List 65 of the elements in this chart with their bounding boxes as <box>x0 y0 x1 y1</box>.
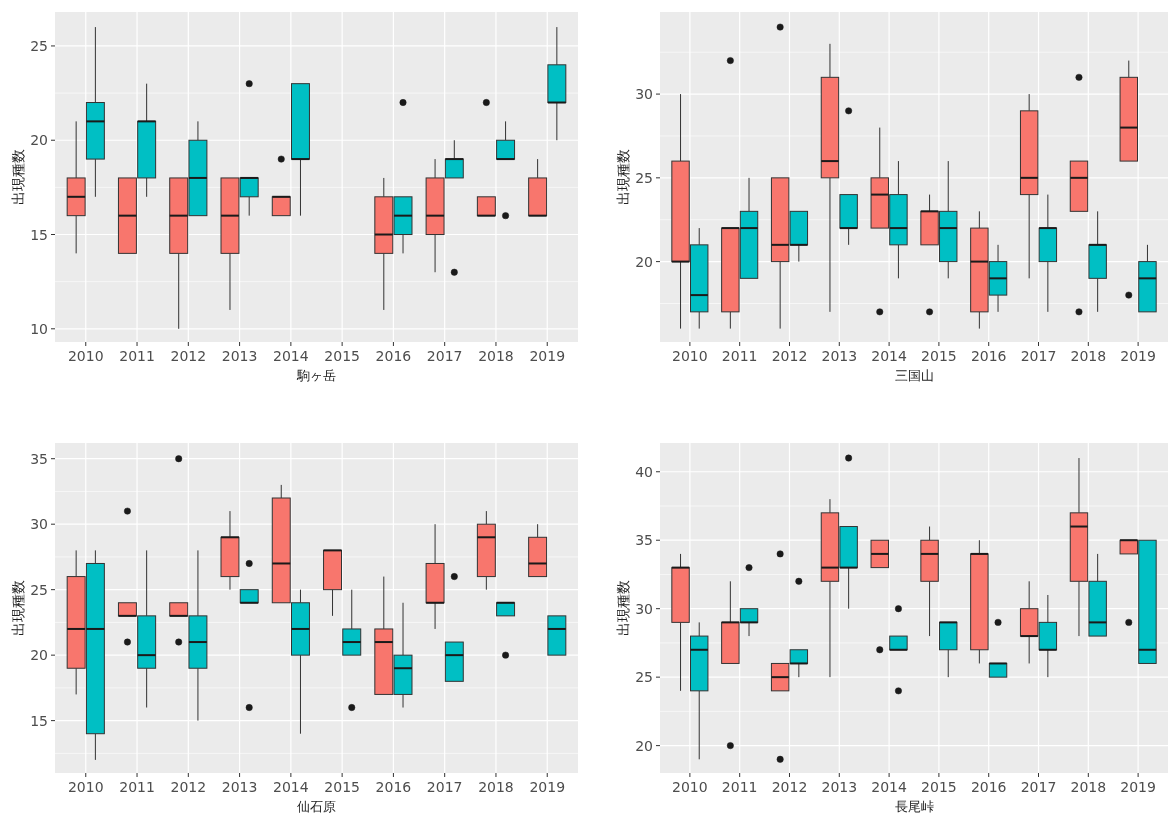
x-tick-label: 2014 <box>273 779 309 795</box>
x-axis-title: 仙石原 <box>297 799 336 814</box>
x-tick-label: 2014 <box>871 779 907 795</box>
x-tick-label: 2018 <box>1070 348 1107 364</box>
x-tick-label: 2016 <box>970 348 1007 364</box>
x-tick-label: 2017 <box>426 348 463 364</box>
x-tick-label: 2010 <box>67 348 104 364</box>
x-tick-label: 2011 <box>721 348 758 364</box>
y-tick-label: 20 <box>635 253 653 270</box>
y-tick-label: 35 <box>30 450 48 467</box>
y-axis-title: 出現種数 <box>615 149 631 205</box>
x-tick-label: 2011 <box>119 779 155 795</box>
x-tick-label: 2017 <box>1020 348 1057 364</box>
y-tick-label: 25 <box>635 169 653 186</box>
y-tick-label: 40 <box>635 463 653 480</box>
x-tick-label: 2018 <box>478 348 514 364</box>
y-axis-title: 出現種数 <box>10 149 26 205</box>
x-tick-label: 2016 <box>375 779 412 795</box>
y-tick-label: 30 <box>635 600 653 617</box>
x-tick-label: 2012 <box>771 348 808 364</box>
y-tick-label: 20 <box>30 647 48 664</box>
x-tick-label: 2019 <box>1120 779 1156 795</box>
x-tick-label: 2011 <box>119 348 155 364</box>
y-tick-label: 15 <box>30 712 48 729</box>
x-tick-label: 2013 <box>221 779 258 795</box>
x-tick-label: 2012 <box>170 779 207 795</box>
x-tick-label: 2019 <box>529 348 566 364</box>
y-tick-label: 15 <box>30 226 48 243</box>
y-tick-label: 35 <box>635 532 653 549</box>
x-tick-label: 2019 <box>529 779 566 795</box>
x-tick-label: 2010 <box>672 779 708 795</box>
x-tick-label: 2019 <box>1120 348 1156 364</box>
x-tick-label: 2014 <box>273 348 309 364</box>
x-axis-title: 長尾峠 <box>894 799 934 814</box>
x-tick-label: 2013 <box>821 348 858 364</box>
x-axis-title: 駒ヶ岳 <box>296 368 336 383</box>
x-tick-label: 2015 <box>921 348 957 364</box>
y-tick-label: 30 <box>30 516 48 533</box>
x-tick-label: 2013 <box>221 348 258 364</box>
x-tick-label: 2010 <box>672 348 708 364</box>
x-tick-label: 2015 <box>324 348 360 364</box>
x-tick-label: 2015 <box>921 779 957 795</box>
x-tick-label: 2017 <box>1020 779 1057 795</box>
x-tick-label: 2018 <box>1070 779 1107 795</box>
x-tick-label: 2012 <box>771 779 808 795</box>
y-tick-label: 30 <box>635 86 653 103</box>
y-tick-label: 20 <box>635 737 653 754</box>
y-axis-title: 出現種数 <box>10 580 26 636</box>
x-tick-label: 2015 <box>324 779 360 795</box>
y-axis-title: 出現種数 <box>615 580 631 636</box>
x-tick-label: 2014 <box>871 348 907 364</box>
y-tick-label: 25 <box>635 669 653 686</box>
x-tick-label: 2016 <box>970 779 1007 795</box>
y-tick-label: 25 <box>30 581 48 598</box>
x-tick-label: 2011 <box>721 779 758 795</box>
y-tick-label: 10 <box>30 320 48 337</box>
x-tick-label: 2012 <box>170 348 207 364</box>
y-tick-label: 25 <box>30 37 48 54</box>
x-axis-title: 三国山 <box>894 368 934 383</box>
y-tick-label: 20 <box>30 132 48 149</box>
x-tick-label: 2017 <box>426 779 463 795</box>
x-tick-label: 2016 <box>375 348 412 364</box>
x-tick-label: 2018 <box>478 779 514 795</box>
x-tick-label: 2010 <box>67 779 104 795</box>
x-tick-label: 2013 <box>821 779 858 795</box>
